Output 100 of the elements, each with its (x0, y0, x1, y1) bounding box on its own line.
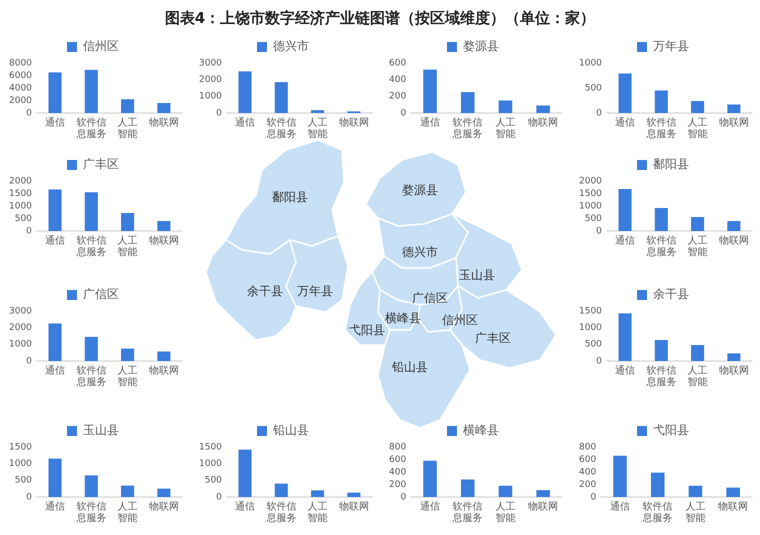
x-tick-label: 软件信息服务 (452, 500, 483, 524)
y-tick-label: 1000 (579, 323, 602, 334)
bar (121, 348, 134, 361)
text: 铅山县 (392, 360, 428, 374)
y-tick-label: 0 (216, 492, 222, 502)
x-tick-label: 通信 (235, 500, 256, 512)
text: 德兴市 (402, 245, 438, 259)
y-tick-label: 1000 (9, 340, 32, 350)
y-tick-label: 1500 (9, 188, 32, 199)
y-tick-label: 3000 (199, 58, 222, 68)
x-tick-label: 物联网 (148, 234, 179, 246)
bar (460, 480, 475, 497)
y-tick-label: 1000 (199, 92, 222, 102)
y-tick-label: 0 (596, 108, 602, 118)
y-tick-label: 1500 (9, 442, 32, 452)
bar (536, 490, 550, 497)
y-tick-label: 3000 (9, 306, 32, 316)
y-tick-label: 800 (388, 442, 406, 452)
legend-label: 铅山县 (272, 423, 309, 438)
y-tick-label: 2000 (579, 176, 602, 186)
x-tick-label: 软件信息服务 (75, 364, 106, 388)
x-tick-label: 通信 (45, 116, 66, 128)
x-tick-label: 人工智能 (118, 365, 138, 388)
text: 广丰区 (475, 331, 511, 345)
bar (311, 110, 324, 113)
legend-label: 广信区 (83, 287, 119, 302)
x-tick-label: 物联网 (148, 364, 179, 376)
y-tick-label: 0 (400, 108, 406, 118)
x-tick-label: 物联网 (528, 116, 558, 128)
x-tick-label: 软件信息服务 (642, 500, 673, 524)
x-tick-label: 软件信息服务 (645, 116, 676, 140)
bar (654, 90, 668, 113)
x-tick-label: 人工智能 (688, 235, 708, 258)
x-tick-label: 人工智能 (688, 365, 708, 388)
text: 广信区 (412, 291, 448, 305)
x-tick-label: 人工智能 (495, 117, 516, 140)
x-tick-label: 人工智能 (688, 117, 708, 140)
bar (688, 486, 702, 497)
x-tick-label: 软件信息服务 (265, 116, 296, 140)
bar (498, 486, 512, 497)
bar (157, 221, 170, 231)
x-tick-label: 软件信息服务 (75, 116, 106, 140)
bar (618, 74, 632, 113)
x-tick-label: 通信 (420, 500, 440, 512)
x-tick-label: 物联网 (148, 500, 179, 512)
bar (727, 221, 740, 231)
y-tick-label: 2000 (199, 75, 222, 86)
legend-label: 万年县 (653, 39, 689, 54)
x-tick-label: 人工智能 (308, 501, 328, 524)
bar (238, 71, 252, 113)
bar (238, 450, 252, 497)
bar (274, 82, 288, 113)
y-tick-label: 4000 (9, 83, 32, 94)
y-tick-label: 2000 (9, 323, 32, 334)
y-tick-label: 800 (578, 442, 596, 452)
bar (498, 100, 512, 113)
legend-label: 德兴市 (273, 39, 309, 54)
y-tick-label: 400 (388, 75, 406, 86)
x-tick-label: 人工智能 (118, 117, 138, 140)
y-tick-label: 400 (578, 467, 596, 478)
text: 婺源县 (402, 183, 438, 197)
bar (423, 460, 437, 497)
x-tick-label: 物联网 (718, 364, 749, 376)
bar (48, 190, 62, 231)
y-tick-label: 1500 (579, 188, 602, 199)
legend-label: 婺源县 (463, 39, 499, 54)
x-tick-label: 物联网 (718, 500, 748, 512)
x-tick-label: 软件信息服务 (645, 364, 676, 388)
bar (460, 92, 475, 113)
text: 余干县 (247, 284, 283, 298)
bar (121, 486, 134, 497)
bar (423, 70, 437, 113)
text: 弋阳县 (349, 323, 385, 337)
bar (157, 488, 170, 497)
y-tick-label: 600 (388, 58, 406, 68)
bar (157, 352, 170, 361)
y-tick-label: 0 (590, 492, 596, 502)
legend-label: 信州区 (83, 39, 119, 54)
bar (48, 72, 62, 113)
x-tick-label: 通信 (615, 116, 636, 128)
text: 横峰县 (385, 311, 421, 325)
x-tick-label: 通信 (615, 234, 636, 246)
y-tick-label: 200 (388, 92, 406, 102)
legend-label: 玉山县 (83, 423, 119, 438)
bar (727, 104, 740, 113)
x-tick-label: 软件信息服务 (75, 500, 106, 524)
y-tick-label: 0 (26, 356, 32, 366)
x-tick-label: 人工智能 (685, 501, 706, 524)
bar (84, 70, 98, 113)
bar (613, 456, 627, 497)
x-tick-label: 人工智能 (118, 501, 138, 524)
bar (274, 484, 288, 497)
bar (691, 101, 704, 113)
y-tick-label: 0 (216, 108, 222, 118)
y-tick-label: 2000 (9, 96, 32, 106)
x-tick-label: 物联网 (338, 116, 369, 128)
y-tick-label: 200 (578, 480, 596, 490)
x-tick-label: 物联网 (528, 500, 558, 512)
y-tick-label: 1000 (199, 459, 222, 470)
y-tick-label: 600 (578, 454, 596, 465)
